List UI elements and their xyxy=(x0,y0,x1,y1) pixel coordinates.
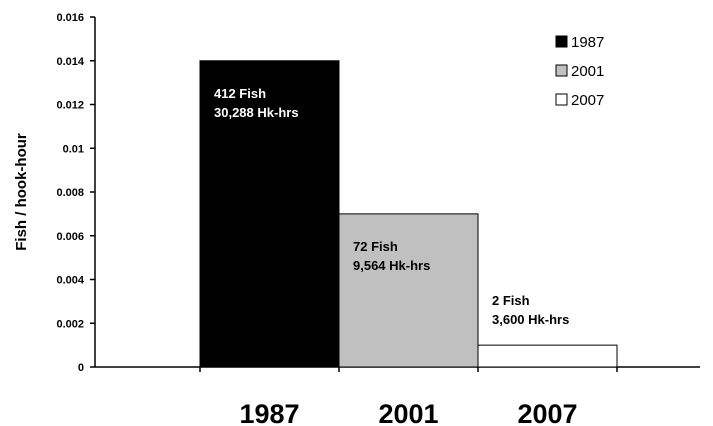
bar-2007 xyxy=(477,344,618,368)
bar-annotation-fish: 72 Fish xyxy=(353,239,398,254)
y-tick-label: 0 xyxy=(78,362,84,374)
bar-annotation-fish: 412 Fish xyxy=(214,86,266,101)
bar-annotations: 412 Fish 30,288 Hk-hrs 72 Fish 9,564 Hk-hrs… xyxy=(214,86,569,327)
bar-1987 xyxy=(199,60,340,368)
bar-annotation-fish: 2 Fish xyxy=(492,293,530,308)
legend-swatch xyxy=(555,93,568,106)
y-tick-label: 0.01 xyxy=(63,143,84,155)
bar-annotation-hook-hours: 3,600 Hk-hrs xyxy=(492,312,569,327)
bar-2001 xyxy=(338,213,479,368)
legend-label: 1987 xyxy=(571,34,604,51)
legend-swatch xyxy=(555,64,568,77)
y-tick-label: 0.014 xyxy=(56,56,84,68)
x-axis-labels: 1987 2001 2007 xyxy=(239,399,577,426)
x-category-label: 1987 xyxy=(239,399,299,426)
y-axis-ticks: 0 0.002 0.004 0.006 0.008 0.01 0.012 0.014 0.016 xyxy=(56,12,95,374)
legend-swatch xyxy=(555,35,568,48)
bar-annotation-hook-hours: 30,288 Hk-hrs xyxy=(214,105,299,120)
y-tick-label: 0.002 xyxy=(56,318,84,330)
y-tick-label: 0.016 xyxy=(56,12,84,24)
y-tick-label: 0.012 xyxy=(56,100,84,112)
y-axis-title: Fish / hook-hour xyxy=(13,133,30,251)
x-category-label: 2001 xyxy=(378,399,438,426)
y-tick-label: 0.004 xyxy=(56,275,84,287)
legend: 1987 2001 2007 xyxy=(555,34,604,109)
bar-annotation-hook-hours: 9,564 Hk-hrs xyxy=(353,258,430,273)
y-tick-label: 0.008 xyxy=(56,187,84,199)
x-category-label: 2007 xyxy=(517,399,577,426)
bars xyxy=(199,60,618,368)
legend-label: 2007 xyxy=(571,92,604,109)
y-tick-label: 0.006 xyxy=(56,231,84,243)
legend-label: 2001 xyxy=(571,63,604,80)
